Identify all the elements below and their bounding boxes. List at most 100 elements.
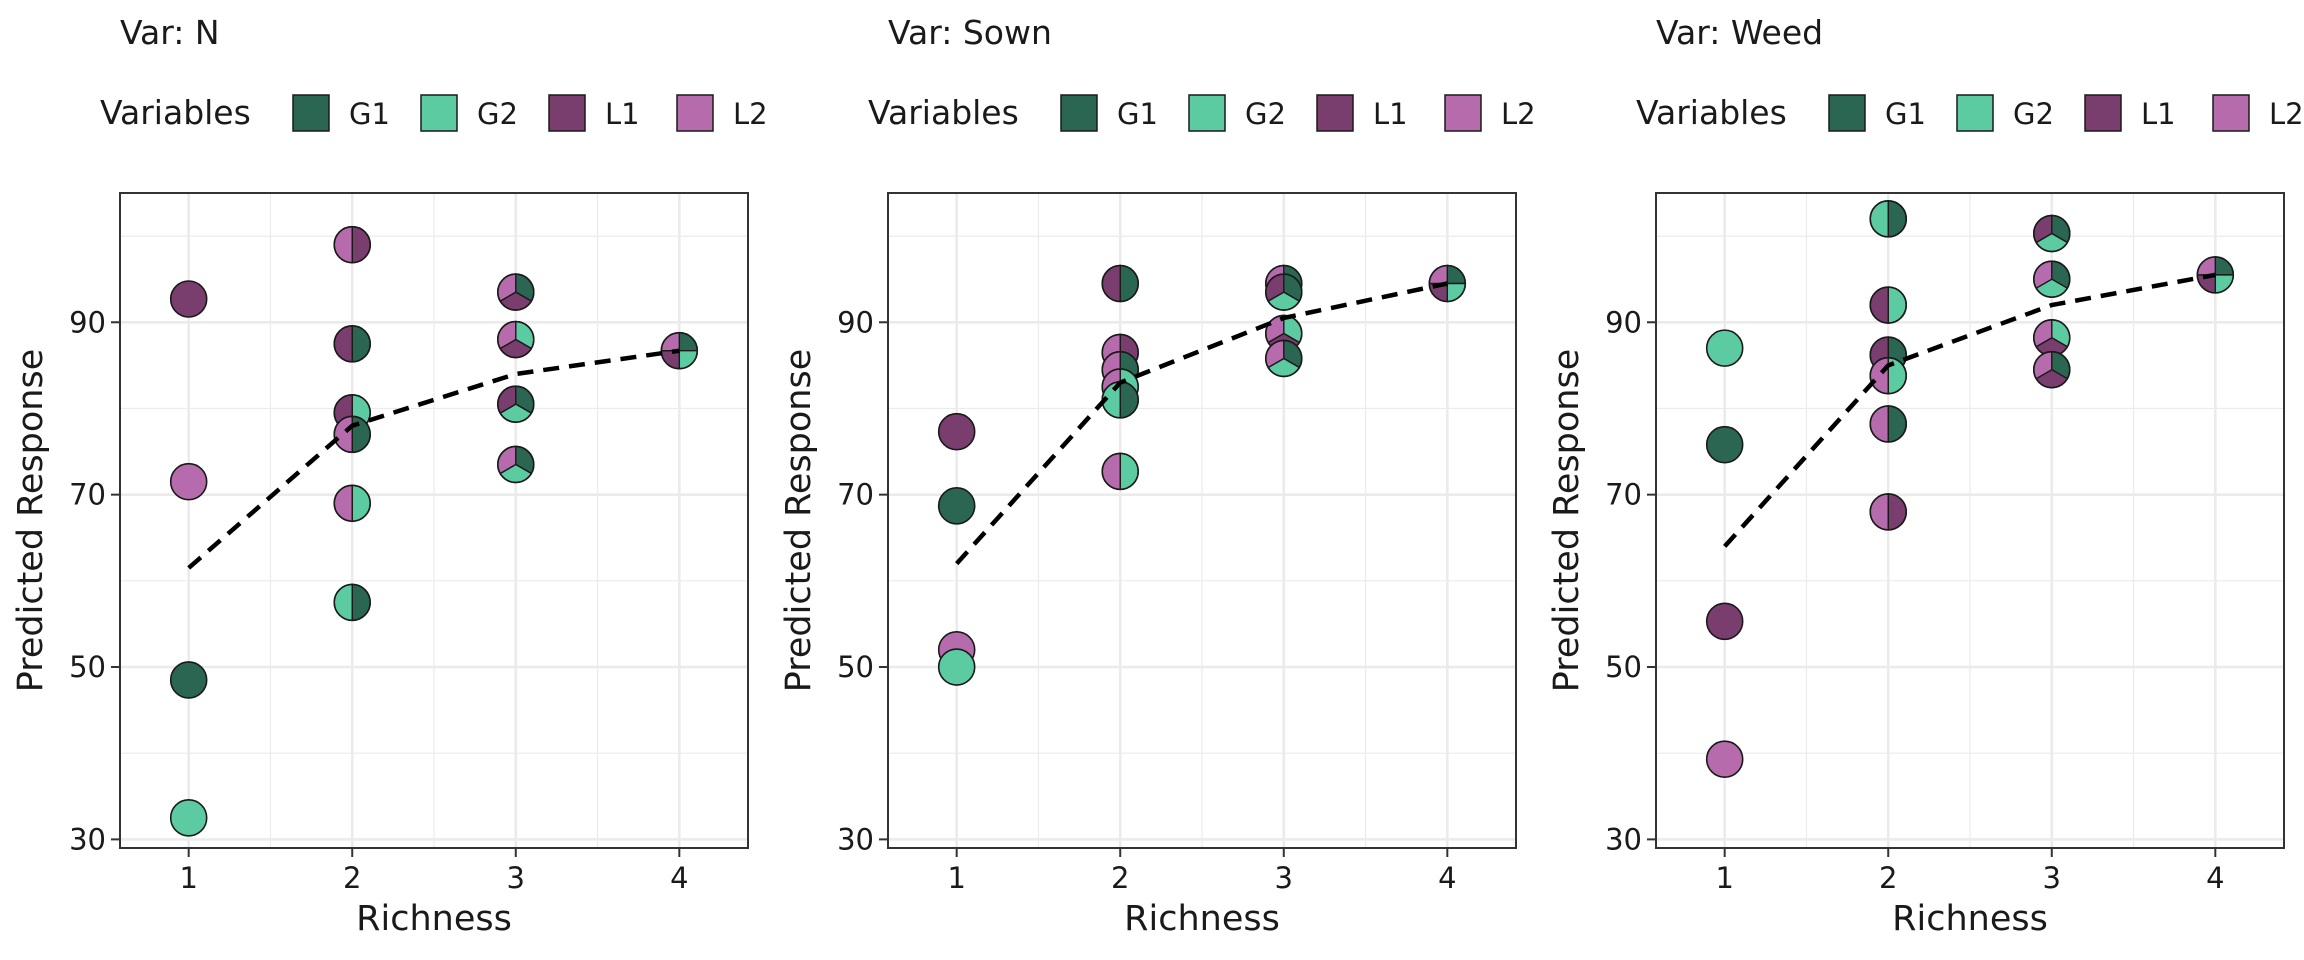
data-point bbox=[496, 320, 535, 359]
point-slice bbox=[169, 462, 208, 501]
data-point bbox=[169, 462, 208, 501]
legend-label-G2: G2 bbox=[2013, 97, 2054, 131]
trend-line bbox=[187, 348, 680, 570]
data-point bbox=[2032, 214, 2071, 253]
y-tick-label: 50 bbox=[69, 650, 106, 684]
y-tick-label: 30 bbox=[69, 822, 106, 856]
legend-label-L1: L1 bbox=[605, 97, 640, 131]
legend-key-L2 bbox=[2212, 94, 2250, 132]
point-outline bbox=[1869, 286, 1908, 324]
legend-key-L2 bbox=[676, 94, 714, 132]
y-axis-title: Predicted Response bbox=[11, 349, 51, 693]
data-point bbox=[333, 484, 372, 523]
point-outline bbox=[1264, 273, 1303, 311]
data-point bbox=[1869, 356, 1908, 395]
data-point bbox=[1705, 740, 1744, 779]
legend: Variables G1 G2 L1 L2 bbox=[1636, 93, 2304, 132]
legend: Variables G1 G2 L1 L2 bbox=[868, 93, 1536, 132]
data-point bbox=[1264, 339, 1303, 378]
point-outline bbox=[496, 445, 535, 484]
data-point bbox=[2032, 350, 2071, 389]
legend-key-L1 bbox=[1316, 94, 1354, 132]
data-point bbox=[937, 487, 976, 525]
x-axis-title: Richness bbox=[1124, 899, 1280, 939]
facet-panel-3: Var: Weed Variables G1 G2 L1 L2 1 2 3 4 30 50 70 90 Ri… bbox=[1547, 13, 2304, 939]
legend-title: Variables bbox=[1636, 93, 1787, 132]
data-point bbox=[1264, 273, 1303, 311]
legend-label-L2: L2 bbox=[1501, 97, 1536, 131]
point-outline bbox=[333, 325, 372, 363]
gridlines bbox=[1656, 193, 2284, 848]
legend-label-G1: G1 bbox=[1885, 97, 1926, 131]
legend-label-G2: G2 bbox=[1245, 97, 1286, 131]
point-slice bbox=[169, 280, 208, 318]
legend-key-G2 bbox=[1188, 94, 1226, 132]
point-outline bbox=[1869, 405, 1908, 443]
data-point bbox=[169, 661, 208, 699]
point-outline bbox=[496, 385, 535, 423]
data-point bbox=[1869, 493, 1908, 531]
data-point bbox=[1705, 329, 1744, 367]
data-point bbox=[1869, 286, 1908, 324]
data-point bbox=[660, 331, 699, 370]
data-point bbox=[937, 648, 976, 686]
data-point bbox=[1101, 452, 1140, 491]
legend-label-G1: G1 bbox=[1117, 97, 1158, 131]
facet-title: Var: Weed bbox=[1656, 13, 1823, 52]
legend-label-G2: G2 bbox=[477, 97, 518, 131]
y-tick-label: 30 bbox=[1605, 822, 1642, 856]
data-point bbox=[169, 280, 208, 318]
y-tick-label: 50 bbox=[837, 650, 874, 684]
point-outline bbox=[333, 583, 372, 622]
data-point bbox=[1869, 405, 1908, 443]
data-point bbox=[333, 415, 372, 454]
data-point bbox=[2196, 256, 2235, 294]
legend-key-G2 bbox=[1956, 94, 1994, 132]
data-point bbox=[1705, 425, 1744, 464]
point-outline bbox=[2196, 256, 2235, 294]
y-tick-label: 70 bbox=[1605, 478, 1642, 512]
y-tick-label: 50 bbox=[1605, 650, 1642, 684]
panel-border bbox=[887, 192, 1517, 849]
y-tick-label: 90 bbox=[837, 305, 874, 339]
x-tick-label: 3 bbox=[2043, 861, 2061, 895]
legend-title: Variables bbox=[868, 93, 1019, 132]
legend-key-L1 bbox=[2084, 94, 2122, 132]
point-outline bbox=[2032, 214, 2071, 253]
point-outline bbox=[1869, 493, 1908, 531]
legend-label-L1: L1 bbox=[2141, 97, 2176, 131]
point-outline bbox=[1428, 264, 1467, 303]
x-tick-label: 2 bbox=[343, 861, 361, 895]
x-tick-label: 1 bbox=[179, 861, 197, 895]
facet-title: Var: N bbox=[120, 13, 220, 52]
data-point bbox=[496, 445, 535, 484]
x-tick-label: 2 bbox=[1111, 861, 1129, 895]
point-outline bbox=[333, 415, 372, 454]
legend-title: Variables bbox=[100, 93, 251, 132]
data-point bbox=[333, 583, 372, 622]
point-outline bbox=[1869, 200, 1908, 238]
y-tick-label: 30 bbox=[837, 822, 874, 856]
y-axis-title: Predicted Response bbox=[1547, 349, 1587, 693]
y-tick-label: 90 bbox=[69, 305, 106, 339]
x-axis-title: Richness bbox=[356, 899, 512, 939]
legend-key-L2 bbox=[1444, 94, 1482, 132]
x-tick-label: 3 bbox=[1275, 861, 1293, 895]
legend-key-L1 bbox=[548, 94, 586, 132]
x-tick-label: 3 bbox=[507, 861, 525, 895]
data-point bbox=[2032, 318, 2071, 357]
data-point bbox=[496, 273, 535, 311]
trend-line bbox=[955, 281, 1448, 566]
point-slice bbox=[169, 661, 208, 699]
point-outline bbox=[333, 484, 372, 523]
point-outline bbox=[2032, 350, 2071, 389]
point-slice bbox=[1705, 602, 1744, 641]
legend-key-G1 bbox=[292, 94, 330, 132]
point-slice bbox=[1705, 425, 1744, 464]
legend-key-G1 bbox=[1828, 94, 1866, 132]
point-slice bbox=[1705, 740, 1744, 779]
point-slice bbox=[937, 412, 976, 451]
legend-key-G1 bbox=[1060, 94, 1098, 132]
legend-label-L1: L1 bbox=[1373, 97, 1408, 131]
